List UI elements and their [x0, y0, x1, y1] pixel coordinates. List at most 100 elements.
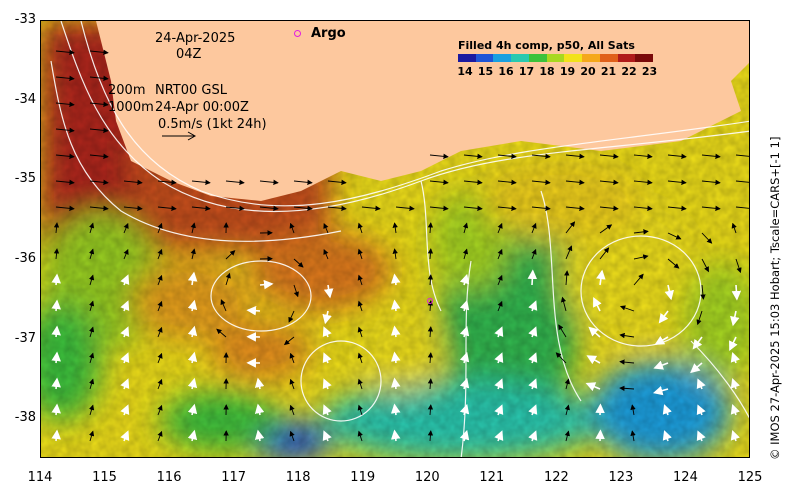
current-vector	[293, 205, 313, 212]
current-vector	[88, 248, 95, 260]
current-vector	[123, 222, 129, 234]
current-vector	[427, 430, 434, 442]
current-vector	[259, 279, 274, 290]
current-vector	[51, 273, 61, 286]
current-vector	[322, 352, 332, 364]
current-vector	[288, 310, 295, 323]
current-vector	[599, 153, 619, 160]
colorbar-swatch	[546, 54, 565, 62]
current-vector	[357, 430, 363, 442]
current-vector	[459, 403, 470, 416]
argo-float-icon[interactable]	[427, 298, 433, 304]
lon-tick-label: 121	[479, 470, 505, 485]
colorbar-tick-label: 22	[621, 65, 637, 78]
current-vector	[357, 404, 363, 416]
current-vector	[564, 404, 570, 416]
current-vector	[429, 205, 449, 212]
current-vector	[327, 179, 347, 186]
current-vector	[531, 248, 537, 260]
current-vector	[497, 300, 503, 312]
current-vector	[429, 179, 449, 186]
scale-arrow-icon	[162, 131, 197, 141]
current-vector	[157, 248, 163, 260]
current-vector	[120, 404, 130, 416]
current-vector	[494, 430, 504, 442]
current-vector	[701, 232, 713, 244]
time-label: 04Z	[176, 47, 202, 62]
current-vector	[730, 430, 740, 442]
depth-label-200m: 200m	[108, 83, 146, 98]
current-vector	[528, 404, 538, 416]
current-vector	[187, 351, 198, 364]
current-vector	[88, 404, 95, 416]
current-vector	[254, 403, 265, 416]
current-vector	[652, 385, 669, 396]
current-vector	[392, 222, 398, 234]
current-vector	[120, 274, 130, 286]
current-vector	[654, 335, 669, 345]
current-vector	[599, 224, 613, 234]
current-vector	[730, 310, 740, 327]
current-vector	[731, 284, 742, 301]
current-vector	[462, 248, 469, 260]
current-vector	[55, 127, 75, 134]
current-vector	[560, 296, 567, 312]
current-vector	[658, 310, 669, 324]
current-vector	[89, 205, 109, 212]
current-vector	[157, 300, 163, 312]
current-vector	[555, 352, 567, 364]
current-vector	[528, 430, 538, 442]
current-vector	[630, 430, 636, 442]
current-vector	[696, 404, 706, 416]
current-vector	[390, 429, 401, 442]
current-vector	[427, 274, 434, 286]
current-vector	[157, 404, 163, 416]
current-vector	[565, 221, 576, 234]
current-vector	[528, 378, 538, 390]
current-vector	[588, 326, 601, 338]
current-vector	[53, 248, 60, 260]
lat-tick-label: -36	[14, 250, 36, 266]
current-vector	[633, 153, 653, 160]
product-label: NRT00 GSL	[155, 83, 227, 98]
current-vector	[630, 404, 636, 416]
current-vector	[565, 245, 573, 260]
current-vector	[667, 153, 687, 160]
current-vector	[730, 378, 740, 390]
current-vector	[593, 296, 602, 312]
colorbar-tick-label: 15	[477, 65, 494, 78]
lon-tick-label: 120	[414, 470, 440, 485]
lon-tick-label: 115	[92, 470, 117, 485]
current-vector	[429, 153, 449, 160]
current-vector	[157, 326, 163, 338]
current-vector	[735, 180, 749, 183]
current-vector	[55, 75, 75, 82]
current-vector	[729, 336, 738, 352]
current-vector	[427, 404, 434, 416]
current-vector	[662, 404, 672, 416]
current-vector	[390, 403, 401, 416]
current-vector	[88, 300, 95, 312]
current-vector	[89, 127, 109, 134]
lat-tick-label: -37	[14, 330, 36, 346]
analysis-time: 24-Apr 00:00Z	[155, 100, 249, 115]
current-vector	[427, 352, 434, 364]
colorbar-swatch	[617, 54, 636, 62]
current-vector	[462, 222, 469, 234]
current-vector	[527, 269, 538, 286]
current-vector	[494, 378, 504, 390]
current-vector	[289, 222, 295, 234]
colorbar-tick-label: 23	[641, 65, 658, 78]
current-vector	[293, 258, 304, 268]
colorbar-swatch	[493, 54, 512, 62]
current-vector	[120, 378, 130, 390]
current-vector	[565, 153, 585, 160]
current-vector	[88, 222, 95, 234]
current-vector	[51, 377, 61, 390]
current-vector	[259, 205, 279, 212]
lat-tick-label: -34	[14, 91, 36, 107]
lat-tick-label: -35	[14, 171, 36, 187]
current-vector	[289, 404, 295, 416]
sst-map[interactable]	[40, 20, 750, 458]
date-label: 24-Apr-2025	[155, 31, 236, 46]
